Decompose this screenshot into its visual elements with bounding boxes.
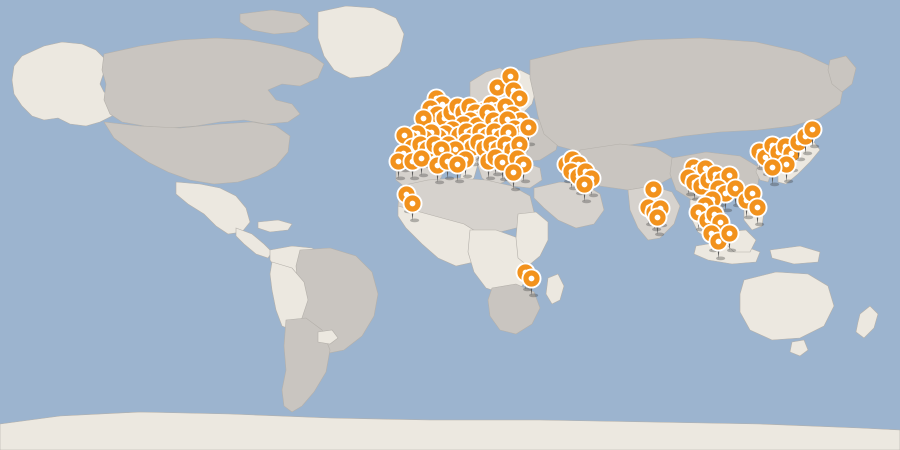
landmass-madagascar [545,273,565,305]
marker-es-7[interactable] [411,148,432,178]
marker-eg-1[interactable] [503,162,524,192]
landmass-alaska [11,41,117,127]
landmass-antarctica [0,411,900,450]
marker-lk-1[interactable] [647,207,668,237]
landmass-greenland [317,5,405,79]
marker-pt-2[interactable] [388,151,409,181]
landmass-new-guinea [769,245,821,265]
landmass-east-africa [515,211,549,267]
landmass-australia [739,271,835,341]
landmass-central-america [235,227,273,259]
landmass-tasmania [789,339,809,357]
landmass-usa-west [103,121,291,185]
marker-ae-1[interactable] [574,174,595,204]
landmass-uruguay [317,329,339,345]
landmass-kamchatka [827,55,857,93]
marker-gm-1[interactable] [402,193,423,223]
marker-ph-3[interactable] [747,197,768,227]
landmass-caribbean [257,219,293,233]
landmass-russia [529,37,845,153]
marker-mz-1[interactable] [521,268,542,298]
landmass-new-zealand [855,305,879,339]
marker-jp-7[interactable] [802,119,823,149]
marker-tn-1[interactable] [447,154,468,184]
marker-ua-3[interactable] [518,117,539,147]
marker-kr-4[interactable] [762,157,783,187]
landmass-canada-arctic-isles [239,9,311,35]
marker-tw-1[interactable] [725,178,746,208]
landmass-canada [101,37,325,129]
landmass-central-africa [467,229,533,295]
marker-id-3[interactable] [719,223,740,253]
